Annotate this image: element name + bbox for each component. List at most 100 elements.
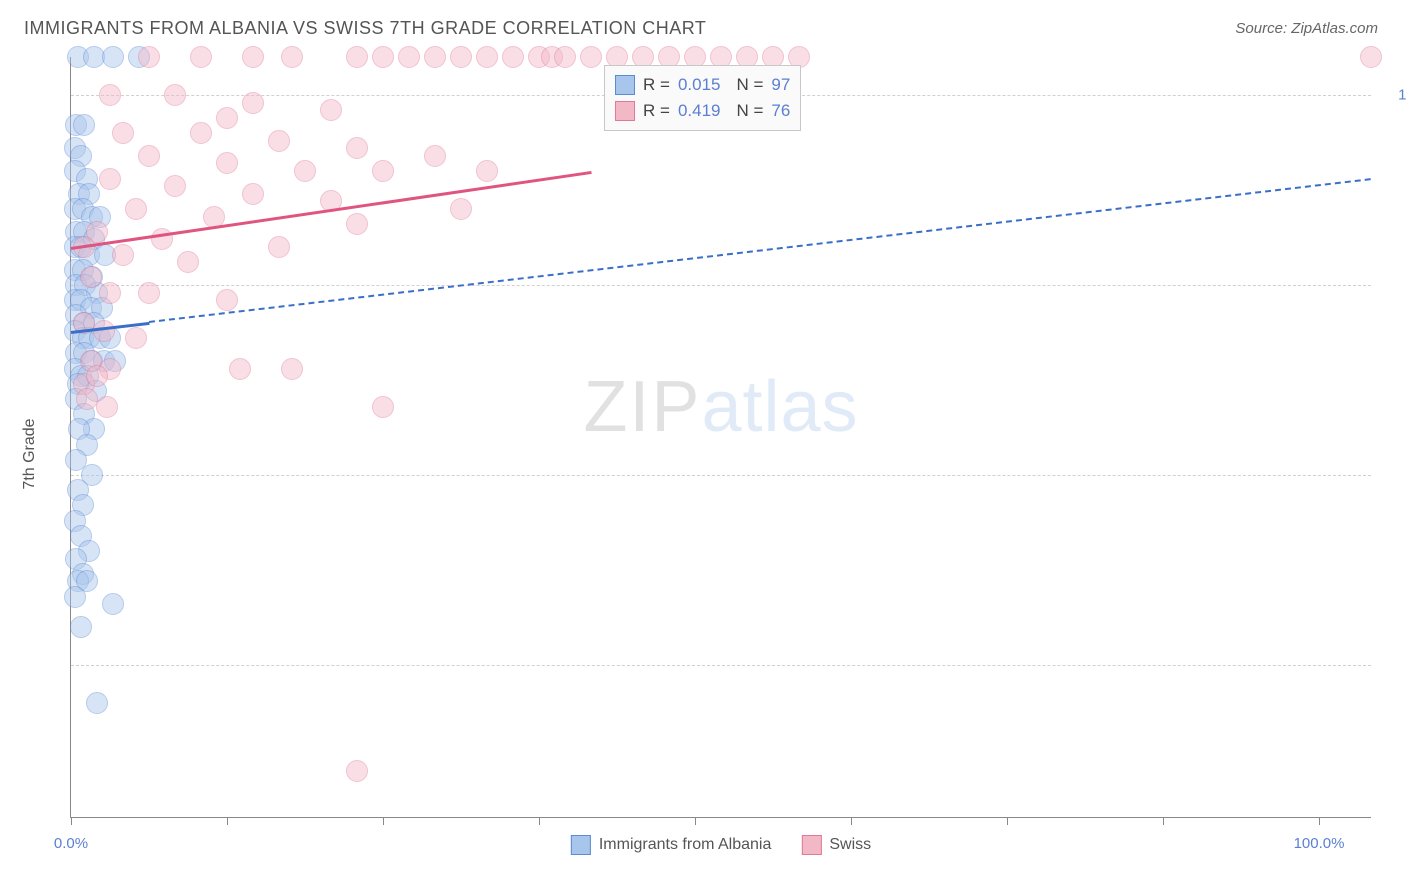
data-point [476, 46, 498, 68]
x-tick [695, 817, 696, 825]
y-tick-label: 100.0% [1379, 87, 1406, 104]
data-point [64, 586, 86, 608]
legend-item: Immigrants from Albania [571, 835, 772, 855]
data-point [580, 46, 602, 68]
data-point [164, 175, 186, 197]
data-point [216, 107, 238, 129]
data-point [424, 46, 446, 68]
r-label: R = [643, 98, 670, 124]
gridline [71, 285, 1371, 286]
data-point [281, 46, 303, 68]
stats-legend-box: R = 0.015 N = 97 R = 0.419 N = 76 [604, 65, 801, 131]
data-point [99, 282, 121, 304]
data-point [242, 46, 264, 68]
data-point [346, 760, 368, 782]
data-point [190, 122, 212, 144]
data-point [372, 46, 394, 68]
legend-swatch [571, 835, 591, 855]
x-tick [539, 817, 540, 825]
data-point [99, 84, 121, 106]
r-label: R = [643, 72, 670, 98]
data-point [216, 152, 238, 174]
data-point [346, 213, 368, 235]
data-point [86, 692, 108, 714]
data-point [372, 396, 394, 418]
data-point [138, 46, 160, 68]
y-tick-label: 92.5% [1379, 657, 1406, 674]
r-value: 0.419 [678, 98, 721, 124]
data-point [80, 266, 102, 288]
x-tick [1319, 817, 1320, 825]
n-label: N = [736, 72, 763, 98]
x-tick [1007, 817, 1008, 825]
data-point [1360, 46, 1382, 68]
data-point [268, 236, 290, 258]
data-point [138, 282, 160, 304]
n-value: 97 [771, 72, 790, 98]
trend-line [71, 171, 591, 250]
data-point [424, 145, 446, 167]
r-value: 0.015 [678, 72, 721, 98]
data-point [125, 327, 147, 349]
watermark: ZIPatlas [583, 366, 858, 448]
x-tick [227, 817, 228, 825]
stats-row: R = 0.015 N = 97 [615, 72, 790, 98]
data-point [476, 160, 498, 182]
data-point [86, 365, 108, 387]
data-point [138, 145, 160, 167]
data-point [73, 114, 95, 136]
data-point [502, 46, 524, 68]
plot-area: ZIPatlas 92.5%95.0%97.5%100.0%0.0%100.0%… [70, 57, 1371, 818]
stats-row: R = 0.419 N = 76 [615, 98, 790, 124]
data-point [164, 84, 186, 106]
source-attribution: Source: ZipAtlas.com [1235, 20, 1378, 37]
legend-swatch [801, 835, 821, 855]
legend-item: Swiss [801, 835, 871, 855]
data-point [242, 183, 264, 205]
data-point [96, 396, 118, 418]
legend-swatch [615, 101, 635, 121]
data-point [102, 593, 124, 615]
n-label: N = [736, 98, 763, 124]
x-tick [383, 817, 384, 825]
data-point [346, 137, 368, 159]
chart-container: 7th Grade ZIPatlas 92.5%95.0%97.5%100.0%… [24, 49, 1378, 859]
data-point [190, 46, 212, 68]
data-point [177, 251, 199, 273]
data-point [372, 160, 394, 182]
data-point [398, 46, 420, 68]
y-axis-label: 7th Grade [21, 418, 39, 489]
data-point [112, 244, 134, 266]
x-tick-label: 100.0% [1294, 835, 1345, 852]
chart-title: IMMIGRANTS FROM ALBANIA VS SWISS 7TH GRA… [24, 18, 706, 39]
data-point [216, 289, 238, 311]
data-point [294, 160, 316, 182]
x-tick [71, 817, 72, 825]
legend-label: Swiss [829, 836, 871, 854]
x-tick-label: 0.0% [54, 835, 88, 852]
legend-swatch [615, 75, 635, 95]
bottom-legend: Immigrants from Albania Swiss [571, 835, 871, 855]
y-tick-label: 95.0% [1379, 467, 1406, 484]
x-tick [1163, 817, 1164, 825]
gridline [71, 475, 1371, 476]
data-point [102, 46, 124, 68]
data-point [268, 130, 290, 152]
legend-label: Immigrants from Albania [599, 836, 772, 854]
data-point [125, 198, 147, 220]
y-tick-label: 97.5% [1379, 277, 1406, 294]
gridline [71, 665, 1371, 666]
data-point [70, 616, 92, 638]
data-point [450, 198, 472, 220]
data-point [450, 46, 472, 68]
n-value: 76 [771, 98, 790, 124]
data-point [346, 46, 368, 68]
data-point [76, 388, 98, 410]
data-point [554, 46, 576, 68]
data-point [112, 122, 134, 144]
data-point [229, 358, 251, 380]
x-tick [851, 817, 852, 825]
data-point [320, 99, 342, 121]
data-point [99, 168, 121, 190]
data-point [242, 92, 264, 114]
